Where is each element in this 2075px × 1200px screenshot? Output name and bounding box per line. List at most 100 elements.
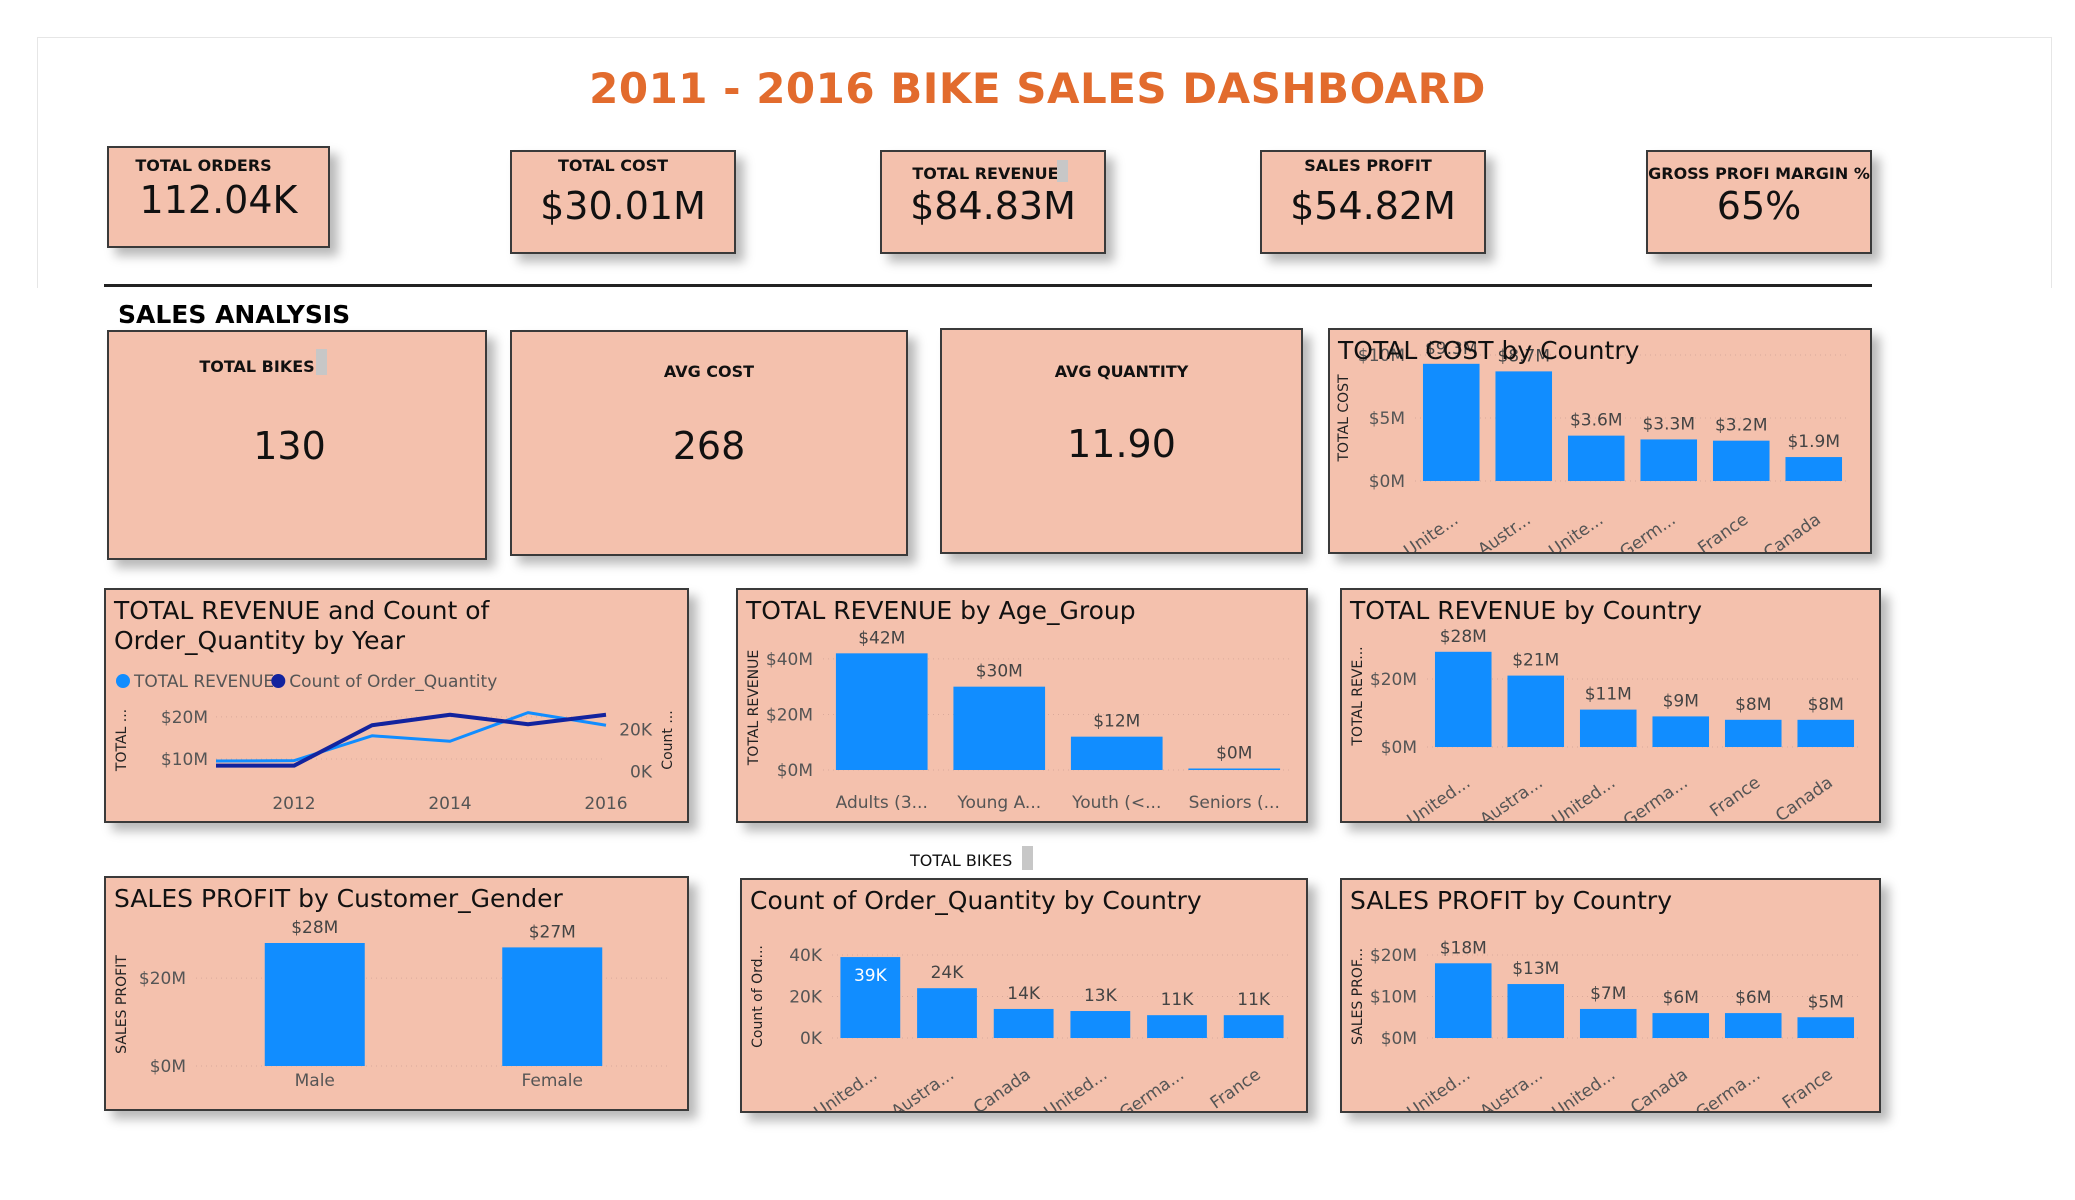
- y-tick-label: $0M: [777, 761, 813, 781]
- data-label: $11M: [1585, 685, 1632, 705]
- data-label: $9M: [1663, 691, 1699, 711]
- kpi-label: GROSS PROFI MARGIN %: [1648, 164, 1870, 183]
- x-tick-label: 2012: [272, 794, 315, 814]
- kpi-label: SALES PROFIT: [1304, 156, 1432, 175]
- y-tick-label: $5M: [1369, 409, 1405, 429]
- data-label: $12M: [1093, 712, 1140, 732]
- kpi-label: TOTAL COST: [557, 156, 669, 175]
- kpi-card-total-bikes[interactable]: TOTAL BIKES 130: [107, 330, 487, 560]
- y-tick-label: $20M: [1370, 670, 1417, 690]
- chart-svg: TOTAL REVENUE Count of Order_Quantity $10M…: [114, 672, 676, 814]
- y-tick-label: $0M: [1381, 738, 1417, 758]
- data-label: 11K: [1237, 990, 1271, 1010]
- kpi-value: 130: [253, 424, 326, 468]
- chart-profit-by-gender[interactable]: SALES PROFIT by Customer_Gender $0M $20M S…: [104, 876, 689, 1111]
- data-label: $28M: [1440, 627, 1487, 647]
- chart-profit-by-country[interactable]: SALES PROFIT by Country $0M $10M $20M SALES…: [1340, 878, 1881, 1123]
- kpi-card-avg-cost[interactable]: AVG COST 268: [510, 330, 908, 556]
- focus-mode-icon[interactable]: [316, 349, 327, 375]
- x-tick-label: United...: [1404, 773, 1475, 821]
- bar: [953, 686, 1046, 770]
- focus-mode-icon[interactable]: [1022, 846, 1033, 870]
- y-axis-title: TOTAL COST: [1336, 374, 1352, 463]
- x-tick-label: Germa...: [1620, 773, 1692, 821]
- y-tick-label: $10M: [1358, 346, 1405, 366]
- bar: [1712, 440, 1770, 481]
- y-tick-label: $20M: [766, 705, 813, 725]
- chart-revenue-orders-by-year[interactable]: TOTAL REVENUE and Count of Order_Quantit…: [104, 588, 689, 823]
- focus-mode-icon[interactable]: [1057, 160, 1068, 182]
- legend-marker: [271, 674, 286, 688]
- kpi-value: $30.01M: [540, 184, 706, 228]
- data-label: 11K: [1161, 990, 1195, 1010]
- x-tick-label: Unite...: [1545, 510, 1607, 552]
- data-label: 14K: [1007, 984, 1041, 1004]
- x-tick-label: Young A...: [956, 793, 1041, 813]
- x-tick-label: 2016: [584, 794, 627, 814]
- bar: [1797, 1017, 1855, 1038]
- data-label: $8.7M: [1497, 346, 1550, 366]
- chart-orders-by-country[interactable]: Count of Order_Quantity by Country 0K 20K…: [740, 878, 1308, 1123]
- y-tick-label: $20M: [161, 708, 208, 728]
- data-label: 24K: [931, 963, 965, 983]
- kpi-card-total-revenue[interactable]: TOTAL REVENUE $84.83M: [880, 150, 1106, 254]
- bar: [1188, 768, 1281, 770]
- kpi-card-avg-quantity[interactable]: AVG QUANTITY 11.90: [940, 328, 1303, 554]
- bar: [1724, 719, 1782, 747]
- bar: [1507, 675, 1565, 747]
- bar: [1223, 1015, 1284, 1038]
- x-tick-label: Seniors (...: [1189, 793, 1280, 813]
- data-label: 13K: [1084, 986, 1118, 1006]
- x-tick-label: Germa...: [1692, 1065, 1764, 1111]
- data-label: $3.2M: [1715, 416, 1768, 436]
- kpi-value: 11.90: [1067, 422, 1176, 466]
- bar: [1070, 736, 1163, 770]
- chart-title: Count of Order_Quantity by Country: [750, 886, 1202, 915]
- data-label: 39K: [854, 966, 888, 986]
- x-tick-label: Germ...: [1616, 510, 1679, 552]
- bar: [1495, 371, 1553, 481]
- data-label: $7M: [1590, 984, 1626, 1004]
- kpi-card-gross-margin[interactable]: GROSS PROFI MARGIN % 65%: [1646, 150, 1872, 254]
- bar: [1724, 1013, 1782, 1038]
- y-tick-label: 0K: [800, 1029, 823, 1049]
- y-axis-title: TOTAL REVE...: [1350, 646, 1366, 746]
- x-tick-label: United...: [811, 1065, 882, 1111]
- bar: [1579, 1008, 1637, 1038]
- y-tick-label: $40M: [766, 650, 813, 670]
- y2-tick-label: 0K: [630, 763, 653, 783]
- y-tick-label: $0M: [1369, 472, 1405, 492]
- bar: [1422, 363, 1480, 481]
- kpi-card-total-orders[interactable]: TOTAL ORDERS 112.04K: [107, 146, 330, 248]
- kpi-value: $54.82M: [1290, 184, 1456, 228]
- kpi-value: 268: [672, 424, 746, 468]
- kpi-card-sales-profit[interactable]: SALES PROFIT $54.82M: [1260, 150, 1486, 254]
- chart-revenue-by-country[interactable]: TOTAL REVENUE by Country $0M $20M TOTAL RE…: [1340, 588, 1881, 831]
- bar: [1652, 716, 1710, 747]
- bar: [1652, 1013, 1710, 1038]
- data-label: $3.3M: [1642, 414, 1695, 434]
- chart-revenue-by-age[interactable]: TOTAL REVENUE by Age_Group $0M $20M $40M TO…: [736, 588, 1308, 823]
- y-tick-label: $20M: [1370, 946, 1417, 966]
- x-tick-label: Canada: [1760, 510, 1824, 552]
- chart-cost-by-country[interactable]: TOTAL COST by Country $0M $5M $10M TOTAL CO…: [1328, 328, 1872, 563]
- kpi-card-total-cost[interactable]: TOTAL COST $30.01M: [510, 150, 736, 254]
- chart-title: TOTAL COST by Country: [1338, 336, 1640, 365]
- data-label: $5M: [1808, 992, 1844, 1012]
- x-tick-label: Unite...: [1400, 510, 1462, 552]
- bar: [1507, 984, 1565, 1038]
- x-tick-label: France: [1706, 773, 1764, 821]
- bar: [1434, 651, 1492, 747]
- bar: [1147, 1015, 1207, 1038]
- data-label: $28M: [291, 918, 338, 938]
- kpi-label: AVG COST: [663, 362, 755, 381]
- x-tick-label: United...: [1549, 1065, 1620, 1111]
- data-label: $0M: [1216, 744, 1252, 764]
- y2-tick-label: 20K: [619, 720, 653, 740]
- y2-axis-title: Count ...: [660, 710, 676, 769]
- bar: [840, 957, 901, 1038]
- kpi-value: 112.04K: [139, 178, 298, 222]
- bar: [264, 943, 365, 1066]
